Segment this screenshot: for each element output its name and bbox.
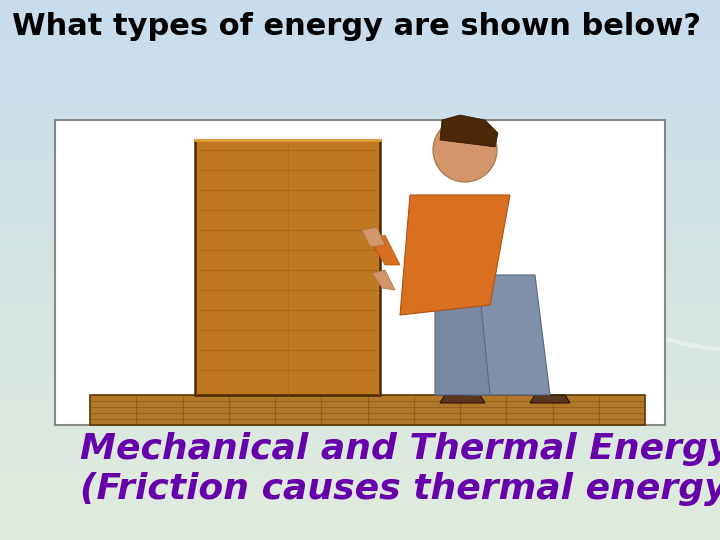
Text: Mechanical and Thermal Energy: Mechanical and Thermal Energy bbox=[80, 432, 720, 466]
Text: What types of energy are shown below?: What types of energy are shown below? bbox=[12, 12, 701, 41]
Polygon shape bbox=[470, 275, 550, 395]
Polygon shape bbox=[440, 115, 498, 147]
Polygon shape bbox=[370, 235, 400, 265]
Circle shape bbox=[433, 118, 497, 182]
Polygon shape bbox=[90, 395, 645, 425]
Polygon shape bbox=[362, 227, 385, 247]
Polygon shape bbox=[400, 195, 510, 315]
Bar bbox=[195, 140, 380, 395]
Polygon shape bbox=[530, 395, 570, 403]
Text: (Friction causes thermal energy): (Friction causes thermal energy) bbox=[80, 472, 720, 506]
Polygon shape bbox=[372, 270, 395, 290]
Polygon shape bbox=[435, 295, 490, 395]
Polygon shape bbox=[440, 395, 485, 403]
Bar bbox=[55, 120, 665, 425]
